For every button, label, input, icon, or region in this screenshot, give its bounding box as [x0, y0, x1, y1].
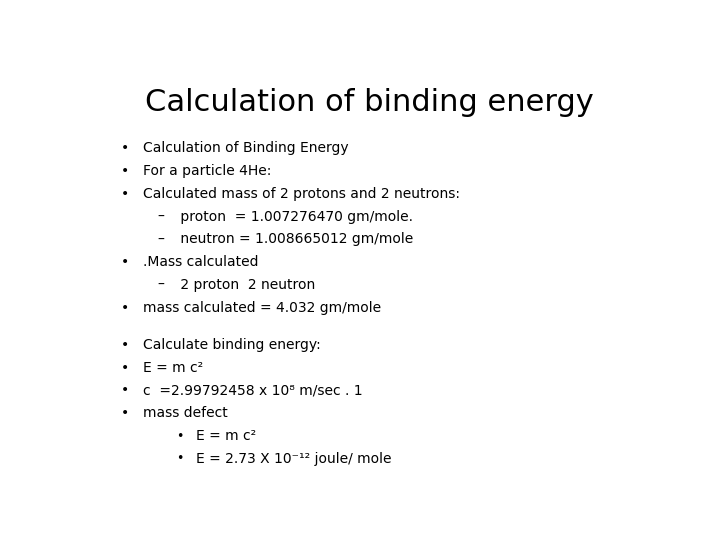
Text: proton  = 1.007276470 gm/mole.: proton = 1.007276470 gm/mole. — [176, 210, 413, 224]
Text: •: • — [121, 338, 129, 352]
Text: mass calculated = 4.032 gm/mole: mass calculated = 4.032 gm/mole — [143, 301, 381, 315]
Text: mass defect: mass defect — [143, 406, 228, 420]
Text: •: • — [176, 430, 184, 443]
Text: •: • — [121, 361, 129, 375]
Text: •: • — [121, 406, 129, 420]
Text: 2 proton  2 neutron: 2 proton 2 neutron — [176, 278, 316, 292]
Text: E = 2.73 X 10⁻¹² joule/ mole: E = 2.73 X 10⁻¹² joule/ mole — [196, 452, 392, 466]
Text: –: – — [157, 210, 164, 224]
Text: neutron = 1.008665012 gm/mole: neutron = 1.008665012 gm/mole — [176, 232, 414, 246]
Text: c  =2.99792458 x 10⁸ m/sec . 1: c =2.99792458 x 10⁸ m/sec . 1 — [143, 383, 363, 397]
Text: •: • — [176, 453, 184, 465]
Text: •: • — [121, 301, 129, 315]
Text: .Mass calculated: .Mass calculated — [143, 255, 258, 269]
Text: •: • — [121, 383, 129, 397]
Text: •: • — [121, 255, 129, 269]
Text: Calculation of binding energy: Calculation of binding energy — [145, 87, 593, 117]
Text: •: • — [121, 141, 129, 155]
Text: Calculation of Binding Energy: Calculation of Binding Energy — [143, 141, 348, 155]
Text: •: • — [121, 164, 129, 178]
Text: E = m c²: E = m c² — [196, 429, 256, 443]
Text: –: – — [157, 232, 164, 246]
Text: Calculated mass of 2 protons and 2 neutrons:: Calculated mass of 2 protons and 2 neutr… — [143, 187, 460, 201]
Text: •: • — [121, 187, 129, 201]
Text: Calculate binding energy:: Calculate binding energy: — [143, 338, 321, 352]
Text: E = m c²: E = m c² — [143, 361, 203, 375]
Text: –: – — [157, 278, 164, 292]
Text: For a particle 4He:: For a particle 4He: — [143, 164, 271, 178]
